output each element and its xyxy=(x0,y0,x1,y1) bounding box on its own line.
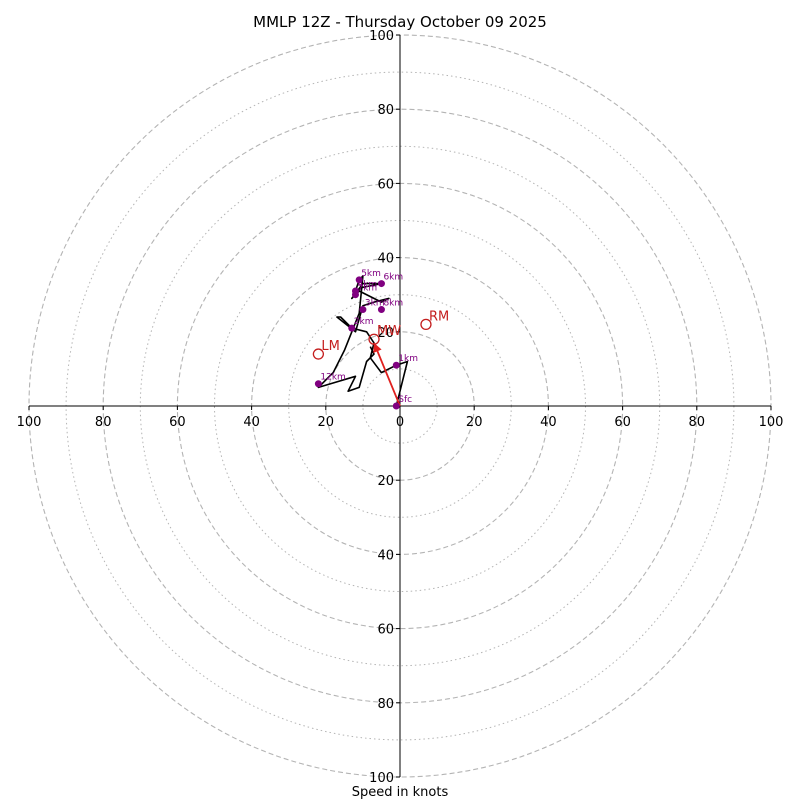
x-tick-label: 60 xyxy=(169,415,186,430)
height-marker xyxy=(392,402,400,410)
storm-motion-label: MW xyxy=(377,324,401,339)
y-tick-label: 100 xyxy=(369,29,394,44)
y-tick-label: 60 xyxy=(377,177,394,192)
y-tick-label: 80 xyxy=(377,697,394,712)
height-marker-label: Sfc xyxy=(398,395,412,405)
y-tick-label: 60 xyxy=(377,623,394,638)
height-marker-label: 12km xyxy=(320,373,345,383)
height-marker xyxy=(359,306,367,314)
y-tick-label: 40 xyxy=(377,252,394,267)
height-marker xyxy=(348,324,356,332)
storm-vector-line xyxy=(373,342,401,407)
storm-vector xyxy=(373,342,401,407)
height-marker-label: 6km xyxy=(383,273,403,283)
height-marker-label: 4km xyxy=(357,280,377,290)
x-tick-label: 40 xyxy=(540,415,557,430)
x-tick-label: 0 xyxy=(396,415,404,430)
storm-motion-label: RM xyxy=(429,309,449,324)
storm-motion-marker xyxy=(312,348,325,360)
height-marker-label: 8km xyxy=(383,299,403,309)
x-tick-label: 80 xyxy=(689,415,706,430)
height-marker xyxy=(355,276,363,284)
storm-motion-marker xyxy=(420,318,432,331)
x-tick-label: 100 xyxy=(17,415,42,430)
height-marker xyxy=(377,306,385,314)
height-marker-label: 1km xyxy=(398,354,418,364)
height-marker-label: 7km xyxy=(357,284,377,294)
y-tick-label: 20 xyxy=(377,474,394,489)
height-marker xyxy=(377,280,385,288)
y-tick-label: 40 xyxy=(377,548,394,563)
y-tick-label: 80 xyxy=(377,103,394,118)
height-marker xyxy=(351,291,359,299)
height-marker-label: 2km xyxy=(354,317,374,327)
storm-motion-label: LM xyxy=(321,339,339,354)
chart-title: MMLP 12Z - Thursday October 09 2025 xyxy=(253,13,547,31)
storm-motions: RM LM MW xyxy=(312,309,449,360)
height-marker xyxy=(392,361,400,369)
y-tick-label: 20 xyxy=(377,326,394,341)
x-tick-label: 40 xyxy=(243,415,260,430)
x-tick-label: 20 xyxy=(318,415,335,430)
tick-labels: 100 80 60 40 20 0 20 40 60 80 100 20 40 60 80 100 20 40 60… xyxy=(17,29,784,786)
x-tick-label: 80 xyxy=(95,415,112,430)
x-axis-label: Speed in knots xyxy=(352,785,449,800)
x-tick-label: 60 xyxy=(614,415,631,430)
height-marker-label: 3km xyxy=(365,299,385,309)
y-tick-label: 100 xyxy=(369,771,394,786)
x-tick-label: 100 xyxy=(759,415,784,430)
storm-vector-arrowhead xyxy=(373,342,382,353)
storm-motion-marker xyxy=(368,333,380,345)
x-tick-label: 20 xyxy=(466,415,483,430)
height-marker xyxy=(314,380,322,388)
height-marker-label: 5km xyxy=(361,269,381,279)
